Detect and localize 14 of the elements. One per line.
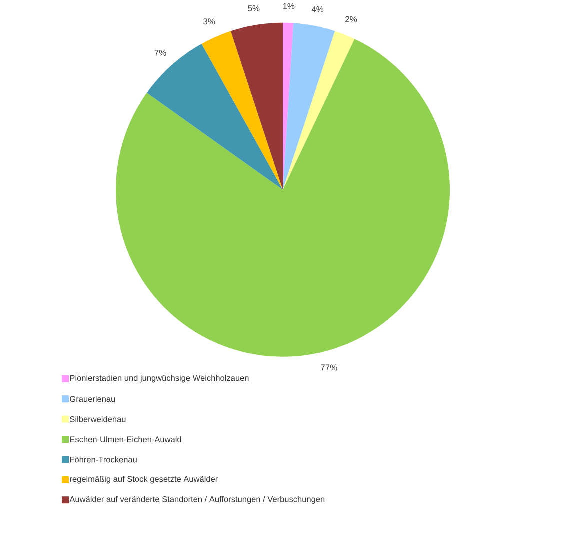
legend-label: Auwälder auf veränderte Standorten / Aufforstungen / Verbuschungen [70, 496, 325, 504]
legend-label: Eschen-Ulmen-Eichen-Auwald [70, 436, 182, 443]
data-label: 7% [154, 50, 166, 56]
legend-label: Pionierstadien und jungwüchsige Weichholzauen [70, 375, 249, 383]
legend-label: regelmäßig auf Stock gesetzte Auwälder [70, 476, 218, 484]
data-label: 3% [204, 18, 216, 25]
legend-label: Föhren-Trockenau [70, 456, 137, 463]
data-label: 77% [321, 364, 338, 371]
data-label: 4% [312, 6, 324, 13]
data-label: 5% [248, 6, 260, 12]
legend-label: Grauerlenau [70, 396, 116, 402]
legend-label: Silberweidenau [70, 416, 126, 422]
data-label: 1% [283, 3, 295, 10]
data-label: 2% [346, 16, 358, 22]
